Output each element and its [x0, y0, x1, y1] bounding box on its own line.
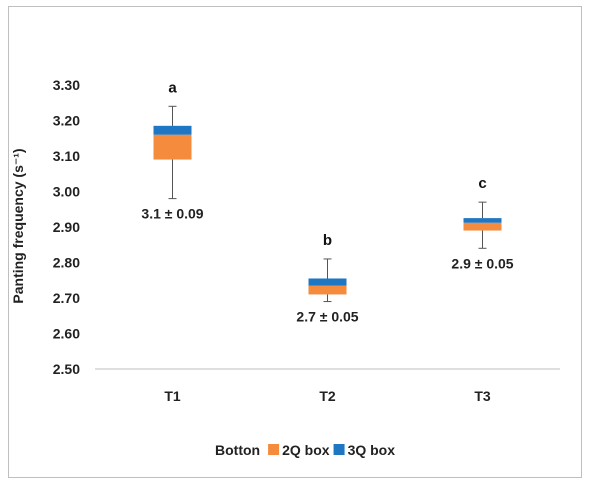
y-tick-label: 2.50 [53, 361, 80, 377]
y-tick-label: 2.70 [53, 290, 80, 306]
box-2q-segment [463, 222, 502, 231]
y-tick-label: 2.90 [53, 219, 80, 235]
y-tick-label: 3.30 [53, 77, 80, 93]
box-3q-segment [463, 218, 502, 223]
x-tick-label: T2 [319, 388, 336, 404]
box-2q-segment [308, 285, 347, 295]
significance-letter: b [323, 232, 332, 249]
box-t3: c 2.9 ± 0.05 [451, 175, 513, 271]
x-tick-label: T1 [164, 388, 181, 404]
legend-label: 2Q box [282, 442, 330, 458]
box-3q-segment [308, 278, 347, 286]
legend-label: Botton [215, 442, 260, 458]
box-3q-segment [153, 125, 192, 135]
x-axis-ticks: T1 T2 T3 [164, 388, 491, 404]
mean-sd-label: 3.1 ± 0.09 [141, 206, 203, 222]
legend-swatch [333, 444, 345, 455]
box-2q-segment [153, 134, 192, 160]
boxes-group: a 3.1 ± 0.09 b 2.7 ± 0.05 c 2.9 ± 0.05 [141, 79, 513, 324]
legend-swatch [268, 444, 280, 455]
legend-label: 3Q box [348, 442, 396, 458]
x-tick-label: T3 [474, 388, 491, 404]
y-axis-label: Panting frequency (s⁻¹) [10, 148, 26, 303]
y-tick-label: 3.00 [53, 184, 80, 200]
y-axis-ticks: 2.50 2.60 2.70 2.80 2.90 3.00 3.10 3.20 3.30 [53, 77, 80, 377]
legend: Botton 2Q box 3Q box [215, 442, 395, 458]
y-tick-label: 3.20 [53, 113, 80, 129]
y-tick-label: 2.60 [53, 326, 80, 342]
mean-sd-label: 2.7 ± 0.05 [296, 309, 358, 325]
mean-sd-label: 2.9 ± 0.05 [451, 255, 513, 271]
y-tick-label: 3.10 [53, 148, 80, 164]
y-tick-label: 2.80 [53, 255, 80, 271]
box-t2: b 2.7 ± 0.05 [296, 232, 358, 325]
significance-letter: a [168, 79, 177, 96]
significance-letter: c [478, 175, 486, 192]
box-t1: a 3.1 ± 0.09 [141, 79, 203, 221]
